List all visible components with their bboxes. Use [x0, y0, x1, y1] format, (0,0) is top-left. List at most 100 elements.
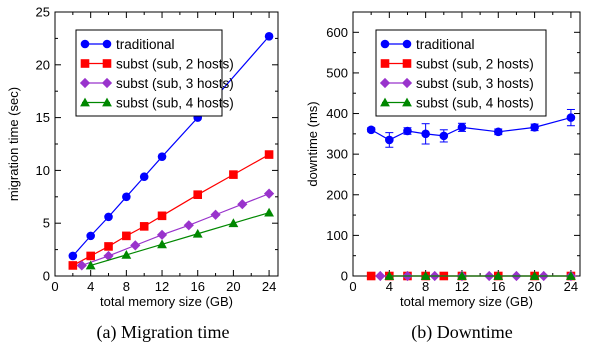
- data-point: [139, 172, 149, 182]
- x-tick-label: 0: [51, 279, 58, 294]
- legend-marker: [79, 77, 91, 89]
- data-point: [529, 271, 540, 280]
- legend-item: subst (sub, 3 hosts): [79, 76, 234, 91]
- legend-marker: [80, 39, 90, 49]
- data-point: [104, 212, 113, 222]
- legend-marker: [402, 97, 412, 107]
- x-tick-label: 20: [226, 279, 240, 294]
- data-point: [139, 222, 149, 231]
- legend-label: subst (sub, 3 hosts): [116, 76, 234, 91]
- caption: (a) Migration time: [97, 322, 230, 343]
- data-point: [121, 249, 132, 259]
- y-tick-label: 100: [326, 228, 348, 243]
- legend-item: subst (sub, 2 hosts): [80, 57, 234, 72]
- x-tick-label: 12: [155, 279, 169, 294]
- data-point: [457, 271, 467, 280]
- data-point: [68, 261, 78, 270]
- legend-marker: [401, 77, 413, 89]
- x-tick-label: 4: [386, 279, 393, 294]
- x-axis-label: total memory size (GB): [400, 294, 533, 309]
- data-point: [385, 135, 394, 145]
- data-point: [403, 126, 412, 136]
- data-point: [86, 231, 95, 241]
- y-axis-label: migration time (sec): [6, 87, 21, 201]
- data-point: [384, 271, 395, 280]
- legend-marker: [102, 59, 112, 68]
- data-point: [237, 199, 248, 210]
- data-point: [493, 127, 503, 137]
- x-tick-label: 16: [190, 279, 204, 294]
- data-point: [493, 271, 504, 280]
- data-point: [156, 229, 168, 240]
- legend-label: subst (sub, 2 hosts): [116, 57, 234, 72]
- legend-marker: [80, 59, 90, 68]
- series-line: [72, 154, 270, 266]
- data-point: [157, 211, 167, 221]
- series-2: [68, 150, 274, 270]
- legend-marker: [102, 97, 112, 107]
- data-point: [366, 271, 376, 281]
- data-point: [457, 123, 467, 132]
- y-tick-label: 25: [36, 5, 50, 20]
- y-tick-label: 10: [36, 163, 50, 178]
- downtime-chart: 0 4 8 12 16 20 24 0 100 200 300 400 500 600 total mem…: [305, 11, 581, 343]
- y-tick-label: 600: [326, 25, 348, 40]
- data-point: [530, 123, 539, 132]
- y-tick-label: 20: [36, 57, 50, 72]
- legend-marker: [380, 59, 390, 68]
- data-point: [264, 150, 274, 159]
- series-1: [366, 108, 576, 148]
- series-line: [370, 117, 572, 141]
- data-point: [122, 231, 131, 241]
- y-tick-label: 500: [326, 65, 348, 80]
- series-4: [384, 271, 576, 280]
- y-tick-label: 300: [326, 147, 348, 162]
- data-point: [375, 270, 386, 282]
- legend-marker: [402, 59, 412, 68]
- data-point: [76, 260, 87, 271]
- legend-marker: [101, 77, 113, 89]
- caption: (b) Downtime: [411, 322, 512, 343]
- data-point: [420, 271, 431, 280]
- y-tick-label: 15: [36, 110, 50, 125]
- y-axis-label: downtime (ms): [305, 101, 320, 186]
- legend-marker: [380, 97, 390, 107]
- y-tick-label: 400: [326, 106, 348, 121]
- y-tick-label: 0: [43, 269, 50, 284]
- data-point: [86, 251, 95, 261]
- legend-marker: [380, 39, 390, 49]
- data-point: [263, 188, 275, 199]
- x-tick-label: 24: [262, 279, 276, 294]
- legend-label: traditional: [116, 37, 175, 52]
- legend-marker: [379, 77, 391, 89]
- legend-marker: [80, 97, 90, 107]
- x-tick-label: 0: [349, 279, 356, 294]
- x-tick-label: 24: [564, 279, 578, 294]
- x-tick-label: 8: [123, 279, 130, 294]
- data-point: [421, 129, 430, 139]
- legend-label: subst (sub, 2 hosts): [416, 57, 534, 72]
- legend-label: subst (sub, 4 hosts): [116, 96, 234, 111]
- series-line: [81, 193, 270, 267]
- legend-item: traditional: [380, 37, 475, 52]
- y-tick-label: 0: [341, 269, 348, 284]
- data-point: [157, 239, 167, 249]
- data-point: [157, 152, 167, 161]
- legend-item: subst (sub, 4 hosts): [380, 96, 534, 111]
- data-point: [130, 240, 141, 251]
- data-point: [68, 251, 78, 261]
- x-tick-label: 8: [422, 279, 429, 294]
- legend-marker: [102, 39, 112, 49]
- data-point: [566, 113, 576, 122]
- data-point: [85, 260, 96, 270]
- legend-label: subst (sub, 4 hosts): [416, 96, 534, 111]
- x-tick-label: 12: [455, 279, 469, 294]
- legend-item: traditional: [80, 37, 175, 52]
- data-point: [264, 31, 274, 41]
- legend-item: subst (sub, 2 hosts): [380, 57, 534, 72]
- data-point: [366, 125, 376, 135]
- series-4: [85, 207, 274, 270]
- data-point: [229, 170, 238, 179]
- x-tick-label: 20: [527, 279, 541, 294]
- y-tick-label: 200: [326, 187, 348, 202]
